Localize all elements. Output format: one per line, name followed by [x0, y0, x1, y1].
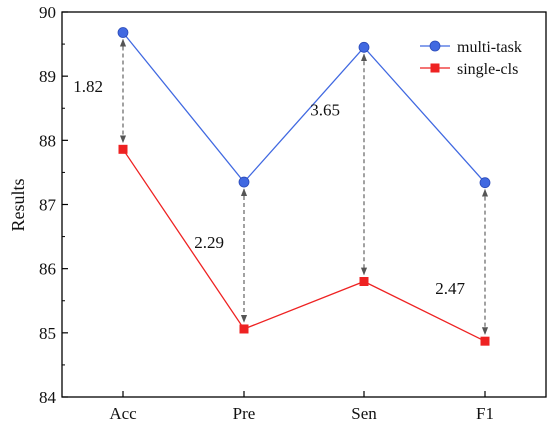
- series-line-single-cls: [122, 148, 486, 342]
- y-tick-label: 85: [39, 324, 56, 343]
- data-point-multi-task: [238, 176, 250, 188]
- y-tick-label: 88: [39, 131, 56, 150]
- difference-label: 2.29: [194, 233, 224, 252]
- legend: multi-task single-cls: [420, 39, 522, 78]
- x-tick-label: Pre: [233, 404, 256, 423]
- legend-marker-multi-task: [429, 40, 441, 52]
- data-point-single-cls: [359, 277, 369, 286]
- difference-label: 2.47: [435, 279, 465, 298]
- x-tick-label: Acc: [109, 404, 137, 423]
- x-tick-label: Sen: [351, 404, 377, 423]
- difference-label: 1.82: [73, 77, 103, 96]
- legend-marker-single-cls: [430, 63, 440, 73]
- y-axis-label: Results: [8, 178, 28, 231]
- difference-annotations: 1.82 2.29 3.65 2.47: [73, 38, 489, 335]
- data-point-single-cls: [239, 324, 249, 334]
- data-point-single-cls: [118, 144, 128, 154]
- y-tick-label: 86: [39, 260, 56, 279]
- series-group: [117, 27, 491, 346]
- data-point-multi-task: [479, 177, 491, 189]
- legend-label-single-cls: single-cls: [457, 61, 518, 78]
- y-tick-label: 84: [39, 388, 57, 407]
- y-tick-label: 89: [39, 67, 56, 86]
- y-tick-label: 90: [39, 3, 56, 22]
- difference-label: 3.65: [310, 100, 340, 119]
- x-tick-label: F1: [476, 404, 494, 423]
- data-point-multi-task: [358, 41, 370, 53]
- series-line-multi-task: [122, 32, 486, 184]
- y-tick-label: 87: [39, 196, 57, 215]
- data-point-multi-task: [117, 27, 129, 38]
- legend-label-multi-task: multi-task: [457, 39, 522, 56]
- y-axis: 84 85 86 87 88 89 90: [39, 3, 68, 407]
- x-axis: Acc Pre Sen F1: [109, 391, 494, 423]
- data-point-single-cls: [480, 336, 490, 346]
